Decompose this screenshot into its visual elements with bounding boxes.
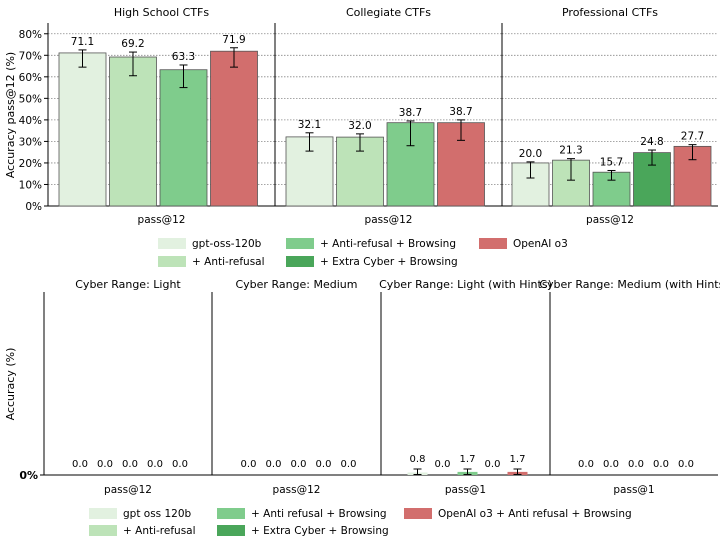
panel-title: Cyber Range: Light (with Hints) [379,278,552,291]
bar-value-label: 0.0 [97,459,113,470]
bar-value-label: 0.0 [485,459,501,470]
legend-label: OpenAI o3 [513,238,568,250]
panel-title: High School CTFs [114,6,210,19]
bar-value-label: 0.0 [678,459,694,470]
y-tick-label: 0% [19,469,38,482]
legend-swatch [89,525,117,536]
bar-value-label: 38.7 [399,107,422,119]
bar-value-label: 0.0 [122,459,138,470]
bar-value-label: 0.0 [603,459,619,470]
bar-value-label: 0.0 [316,459,332,470]
bar-value-label: 0.0 [147,459,163,470]
panel-title: Collegiate CTFs [346,6,431,19]
legend-label: gpt oss 120b [123,508,192,520]
legend-swatch [286,238,314,249]
y-axis-label-top: Accuracy pass@12 (%) [4,52,17,178]
y-tick-label: 60% [19,72,42,84]
legend-swatch [217,525,245,536]
y-tick-label: 0% [25,201,42,213]
legend-swatch [217,508,245,519]
x-axis-label: pass@12 [365,214,413,226]
x-axis-label: pass@12 [586,214,634,226]
y-tick-label: 80% [19,29,42,41]
y-tick-label: 40% [19,115,42,127]
bar-value-label: 15.7 [600,156,623,168]
bar [159,69,208,207]
legend-label: gpt-oss-120b [192,238,262,250]
bar-value-label: 0.0 [628,459,644,470]
bar [109,56,157,207]
bar-value-label: 27.7 [681,131,704,143]
bar-value-label: 63.3 [172,51,195,63]
legend-swatch [89,508,117,519]
x-axis-label: pass@12 [273,484,321,496]
legend-swatch [158,238,186,249]
panel-title: Cyber Range: Medium [235,278,357,291]
legend-swatch [404,508,432,519]
bar-value-label: 0.0 [241,459,257,470]
bar-value-label: 0.0 [266,459,282,470]
bar-value-label: 0.0 [578,459,594,470]
y-tick-label: 30% [19,136,42,148]
bar-value-label: 1.7 [460,454,476,465]
panel-title: Cyber Range: Medium (with Hints) [539,278,720,291]
bar [210,50,258,207]
x-axis-label: pass@1 [613,484,654,496]
panel-title: Cyber Range: Light [75,278,181,291]
bar-value-label: 71.1 [71,36,94,48]
bar-value-label: 71.9 [222,34,245,46]
bar-value-label: 0.8 [410,454,426,465]
bar-value-label: 32.1 [298,119,321,131]
y-tick-label: 70% [19,50,42,62]
bar-value-label: 32.0 [348,120,371,132]
y-tick-label: 50% [19,93,42,105]
legend-label: + Anti refusal + Browsing [251,508,387,520]
legend-label: OpenAI o3 + Anti refusal + Browsing [438,508,632,520]
bar-value-label: 0.0 [72,459,88,470]
bar-value-label: 24.8 [640,136,663,148]
legend-label: + Anti-refusal [123,525,196,537]
legend-label: + Anti-refusal + Browsing [320,238,456,250]
legend-label: + Extra Cyber + Browsing [251,525,389,537]
bar-value-label: 0.0 [172,459,188,470]
bar-value-label: 0.0 [653,459,669,470]
bar-value-label: 0.0 [291,459,307,470]
bar-value-label: 0.0 [341,459,357,470]
bar-value-label: 20.0 [519,148,542,160]
legend-swatch [158,256,186,267]
x-axis-label: pass@12 [138,214,186,226]
legend-swatch [286,256,314,267]
bar-value-label: 21.3 [559,145,582,157]
bar-value-label: 1.7 [510,454,526,465]
legend-label: + Extra Cyber + Browsing [320,256,458,268]
y-axis-label-bottom: Accuracy (%) [4,348,17,421]
legend-swatch [479,238,507,249]
legend-label: + Anti-refusal [192,256,265,268]
bar [58,52,107,207]
bar [592,171,631,207]
y-tick-label: 20% [19,158,42,170]
bar-value-label: 0.0 [435,459,451,470]
y-tick-label: 10% [19,179,42,191]
x-axis-label: pass@12 [104,484,152,496]
x-axis-label: pass@1 [445,484,486,496]
panel-title: Professional CTFs [562,6,658,19]
bar-value-label: 38.7 [449,106,472,118]
bar-value-label: 69.2 [121,38,144,50]
